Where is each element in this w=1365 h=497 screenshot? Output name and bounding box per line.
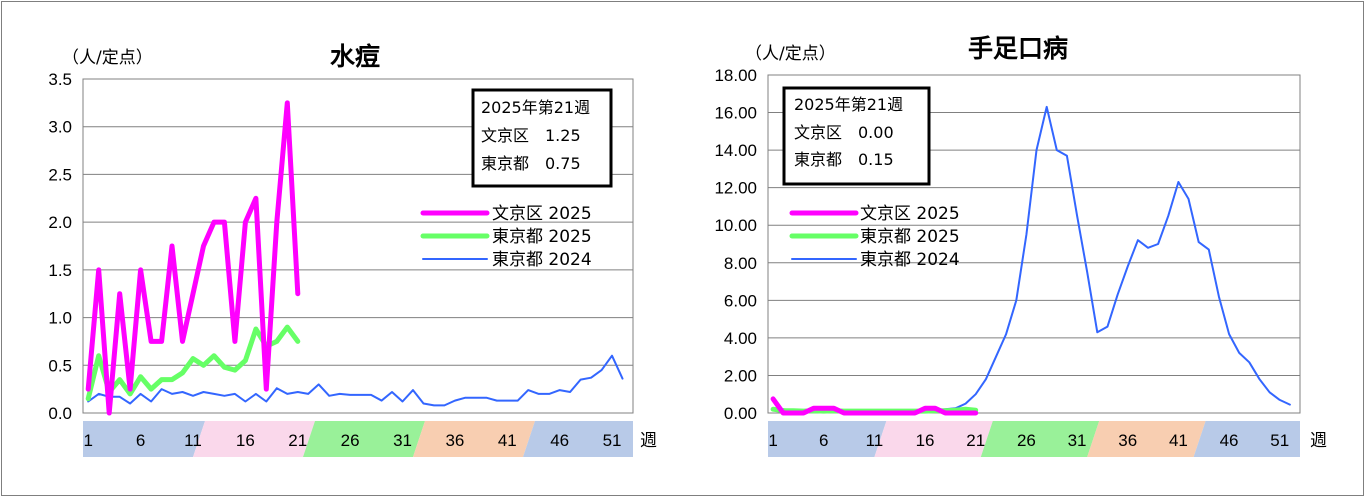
chart2-week-label: 41 [1169, 431, 1188, 450]
chart2-title: 手足口病 [968, 34, 1068, 63]
chart1-y-tick-label: 2.0 [48, 213, 72, 232]
chart2-info-box-line: 2025年第21週 [794, 95, 903, 114]
chart2-unit-label: （人/定点） [745, 44, 836, 64]
chart1-y-tick-label: 0.0 [48, 404, 72, 423]
chart1-week-label: 51 [603, 431, 622, 450]
chart2-info-box [782, 86, 931, 186]
chart2-legend-label: 東京都 2024 [860, 250, 960, 270]
chart1-y-tick-label: 3.5 [48, 70, 72, 89]
chart2-legend-label: 文京区 2025 [860, 204, 960, 224]
chart1-info-box-line: 2025年第21週 [481, 98, 590, 117]
chart1-y-tick-label: 1.5 [48, 261, 72, 280]
chart1-title: 水痘 [330, 42, 380, 71]
chart2-y-tick-label: 16.00 [714, 104, 757, 123]
chart1-legend-label: 東京都 2025 [492, 227, 592, 247]
chart1-week-label: 11 [184, 431, 202, 450]
chart2-y-tick-label: 14.00 [714, 141, 757, 160]
chart1-series-line-0 [85, 100, 301, 416]
chart1-week-label: 21 [288, 431, 307, 450]
chart2-info-box-line: 東京都 0.15 [794, 150, 894, 169]
chart1-week-band-segment [413, 421, 535, 457]
chart2-series-line-0 [770, 396, 979, 416]
chart1-week-label: 36 [445, 431, 464, 450]
chart1-x-unit-label: 週 [640, 431, 657, 450]
chart2-week-band-segment [1193, 421, 1300, 457]
chart1-week-label: 16 [236, 431, 255, 450]
chart2-y-tick-label: 2.00 [724, 366, 757, 385]
chart2-week-label: 16 [916, 431, 935, 450]
chart1-legend-label: 東京都 2024 [492, 250, 592, 270]
chart1-week-label: 31 [393, 431, 412, 450]
chart1-week-label: 41 [498, 431, 517, 450]
chart2-legend-label: 東京都 2025 [860, 227, 960, 247]
chart1-week-band-segment [83, 421, 205, 457]
chart1-y-tick-label: 3.0 [48, 118, 72, 137]
chart2-week-label: 21 [966, 431, 985, 450]
chart2-y-tick-label: 12.00 [714, 179, 757, 198]
chart1-week-label: 26 [341, 431, 360, 450]
chart1-info-box-line: 文京区 1.25 [481, 126, 581, 145]
chart1-week-band-segment [193, 421, 315, 457]
chart2-y-tick-label: 8.00 [724, 254, 757, 273]
chart1-y-tick-label: 1.0 [48, 309, 72, 328]
chart2-y-tick-label: 4.00 [724, 329, 757, 348]
chart1-week-label: 1 [84, 431, 93, 450]
chart2-week-band-segment [768, 421, 887, 457]
chart2-week-band-segment [980, 421, 1100, 457]
chart1-legend-label: 文京区 2025 [492, 204, 592, 224]
chart2-week-label: 26 [1017, 431, 1036, 450]
chart2-y-tick-label: 6.00 [724, 291, 757, 310]
chart1-y-tick-label: 2.5 [48, 165, 72, 184]
chart2-week-label: 11 [866, 431, 884, 450]
chart2-week-label: 31 [1068, 431, 1087, 450]
chart2-x-unit-label: 週 [1310, 431, 1327, 450]
chart2-info-box-line: 文京区 0.00 [794, 123, 894, 142]
chart2-week-label: 46 [1220, 431, 1239, 450]
chart1-info-box [471, 88, 613, 188]
chart1-week-label: 46 [550, 431, 569, 450]
chart2-week-label: 36 [1118, 431, 1137, 450]
chart1-series-line-2 [87, 354, 624, 407]
chart1-y-tick-label: 0.5 [48, 356, 72, 375]
chart2-y-tick-label: 0.00 [724, 404, 757, 423]
chart2-week-label: 1 [768, 431, 777, 450]
chart1-week-band-segment [303, 421, 425, 457]
chart2-week-label: 51 [1270, 431, 1289, 450]
chart2-y-tick-label: 10.00 [714, 216, 757, 235]
chart1-week-band-segment [523, 421, 633, 457]
chart1-week-label: 6 [136, 431, 145, 450]
chart1-info-box-line: 東京都 0.75 [481, 154, 581, 173]
chart2-week-band-segment [1087, 421, 1206, 457]
chart1-unit-label: （人/定点） [62, 48, 153, 68]
chart2-week-band-segment [874, 421, 993, 457]
chart2-y-tick-label: 18.00 [714, 66, 757, 85]
chart2-week-label: 6 [819, 431, 828, 450]
